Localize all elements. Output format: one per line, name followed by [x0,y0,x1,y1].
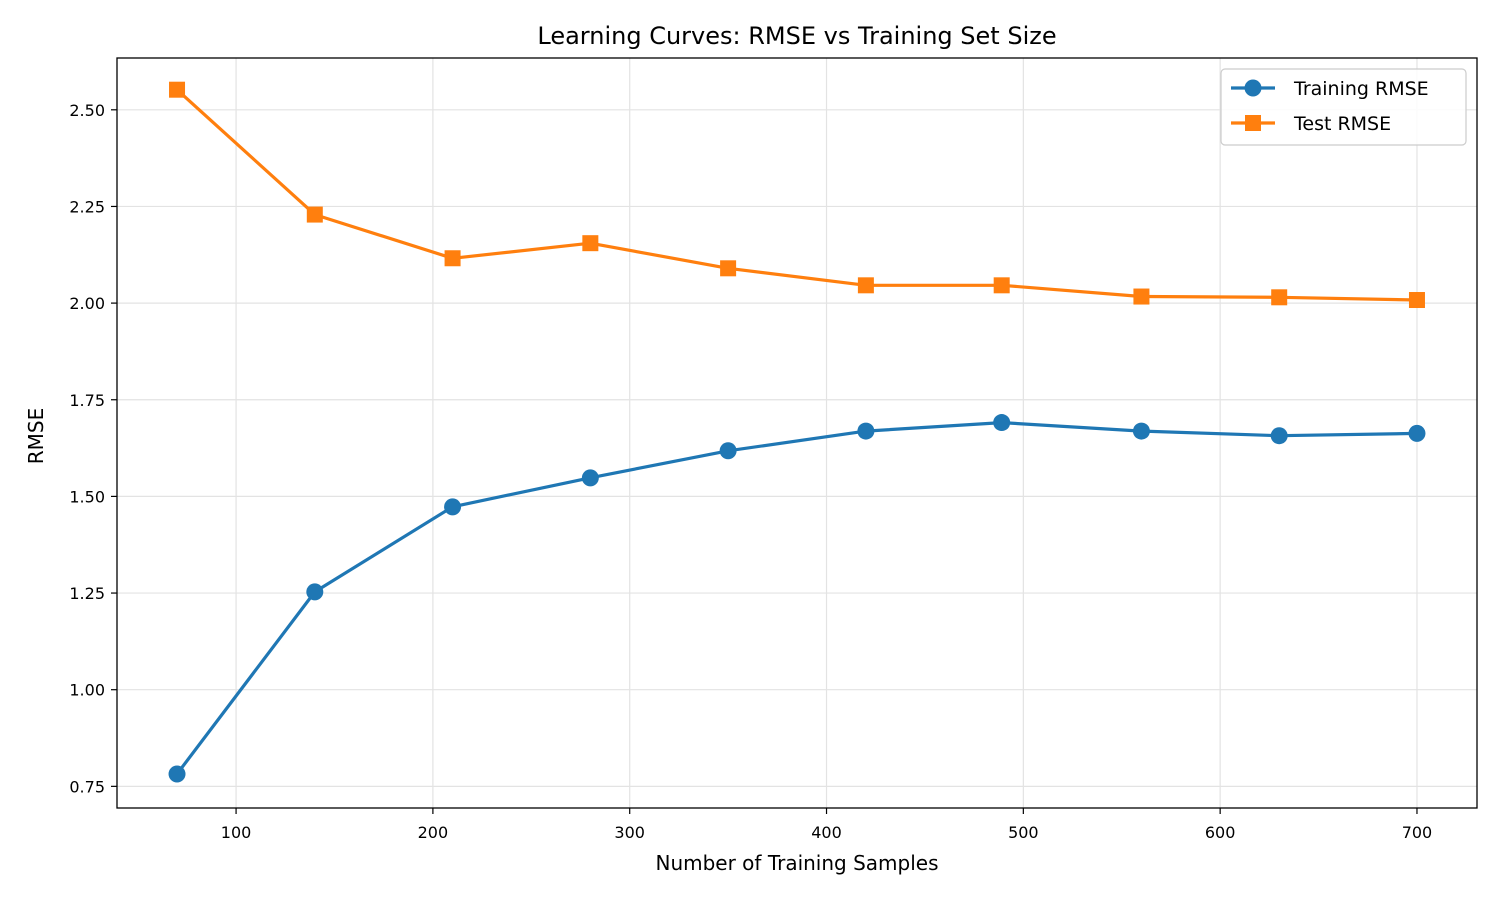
x-tick-label: 500 [1008,823,1039,842]
y-tick-label: 0.75 [69,777,105,796]
legend-marker [1244,79,1262,97]
data-point [1408,292,1425,309]
data-point [1132,422,1150,440]
data-point [1271,289,1288,306]
data-point [993,414,1011,432]
x-tick-label: 300 [614,823,645,842]
series-layer [168,81,1426,783]
data-point [1270,427,1288,445]
legend-marker [1245,115,1261,131]
plot-area-frame [116,57,1478,809]
chart-title: Learning Curves: RMSE vs Training Set Si… [537,22,1056,50]
legend-label: Training RMSE [1293,78,1429,100]
tick-layer: 100 200 300 400 500 600 700 0.75 1.00 1.25 1.50 1.7… [69,101,1432,842]
y-tick-label: 1.50 [69,487,105,506]
series-test-rmse [169,81,1425,309]
x-tick-label: 700 [1402,823,1433,842]
series-line [175,421,1418,775]
x-tick-label: 100 [221,823,252,842]
series-training-rmse [168,414,1426,783]
data-point [444,250,461,267]
data-point [857,422,875,440]
y-tick-label: 1.00 [69,681,105,700]
data-point [719,442,737,460]
y-tick-label: 2.25 [69,197,105,216]
series-line [175,88,1418,302]
legend-label: Test RMSE [1293,113,1391,135]
y-tick-label: 1.25 [69,584,105,603]
data-point [581,469,599,487]
legend-frame [1220,68,1467,146]
data-point [1133,288,1150,305]
data-point [857,277,874,294]
data-point [168,765,186,783]
data-point [306,206,323,223]
data-point [582,235,599,252]
legend: Training RMSE Test RMSE [1220,68,1467,146]
data-point [444,498,462,516]
data-point [1408,424,1426,442]
data-point [993,277,1010,294]
grid-layer [117,58,1477,808]
data-point [306,583,324,601]
data-point [720,260,737,277]
x-tick-label: 400 [811,823,842,842]
y-tick-label: 2.50 [69,101,105,120]
x-tick-label: 200 [418,823,449,842]
y-tick-label: 2.00 [69,294,105,313]
x-tick-label: 600 [1205,823,1236,842]
x-axis-title: Number of Training Samples [655,851,938,875]
y-axis-title: RMSE [24,408,48,464]
data-point [169,81,186,98]
y-tick-label: 1.75 [69,391,105,410]
